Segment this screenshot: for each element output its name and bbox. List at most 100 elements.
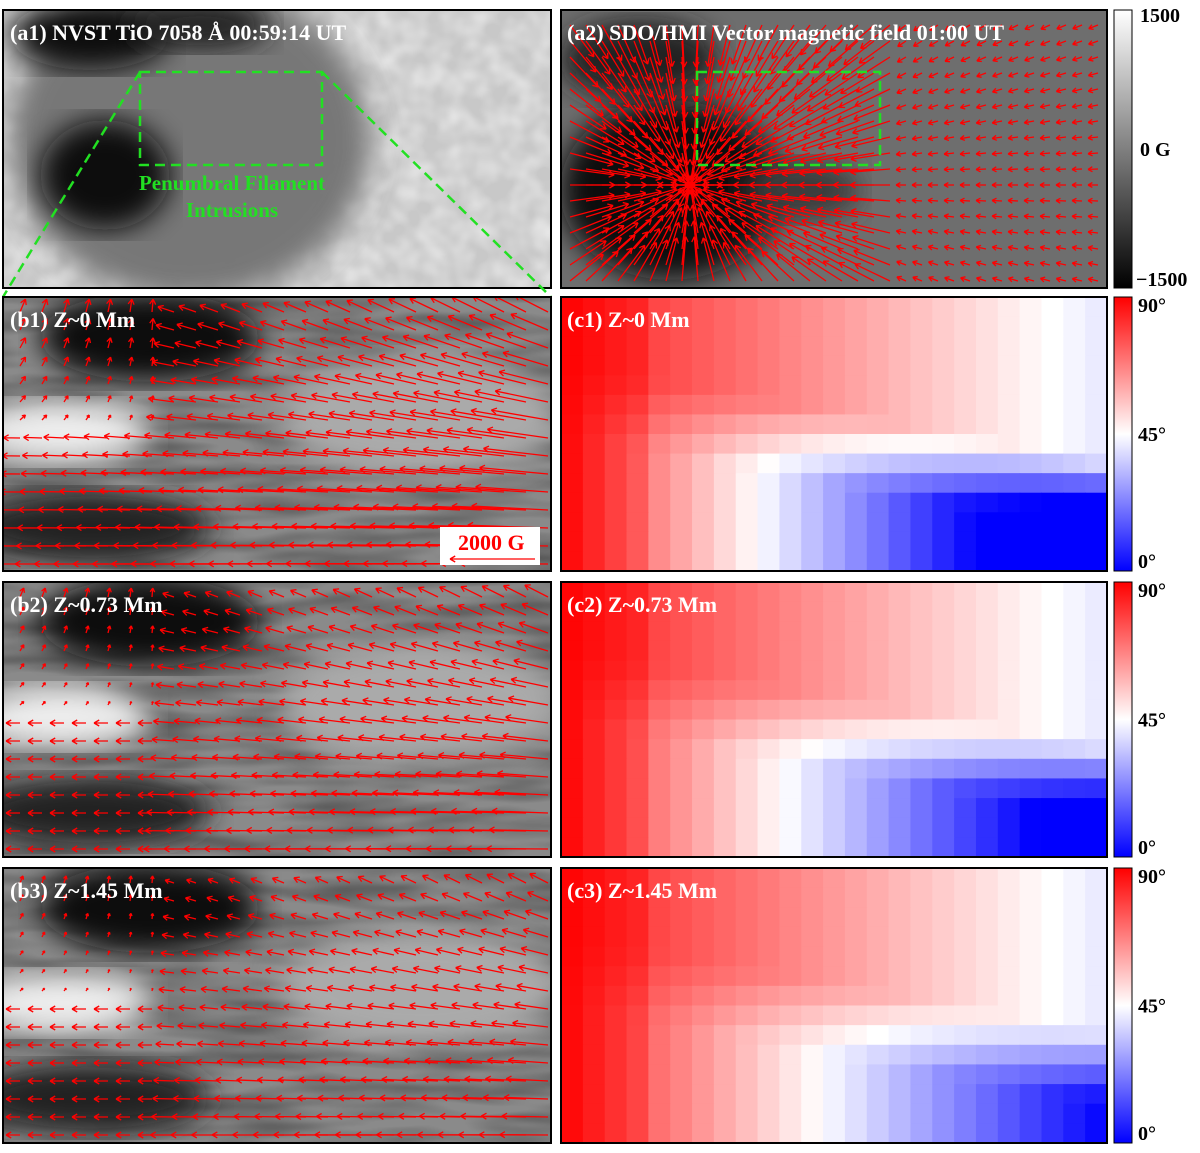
angle-cell xyxy=(713,758,737,780)
angle-cell xyxy=(692,1064,715,1085)
vector-arrow xyxy=(290,789,329,798)
angle-cell xyxy=(713,1123,737,1144)
vector-arrow xyxy=(209,394,241,403)
angle-cell xyxy=(692,739,715,760)
vector-arrow xyxy=(349,624,373,634)
vector-arrow xyxy=(375,372,417,385)
vector-arrow xyxy=(472,1001,505,1010)
angle-cell xyxy=(932,336,955,357)
angle-cell xyxy=(692,551,715,572)
vector-arrow xyxy=(127,318,135,331)
angle-cell xyxy=(692,531,715,553)
angle-cell xyxy=(779,680,802,701)
angle-cell xyxy=(1041,640,1064,662)
angle-cell xyxy=(844,966,868,987)
vector-arrow xyxy=(633,227,661,266)
vector-arrow xyxy=(1088,55,1099,62)
angle-cell xyxy=(1063,414,1086,435)
angle-cell xyxy=(954,621,977,642)
vector-arrow xyxy=(439,910,461,920)
vector-arrow xyxy=(1023,166,1035,173)
angle-cell xyxy=(626,719,649,740)
vector-arrow xyxy=(370,966,395,974)
angle-cell xyxy=(582,1084,606,1105)
vector-arrow xyxy=(912,88,923,95)
angle-cell xyxy=(888,336,912,357)
vector-arrow xyxy=(333,771,373,779)
vector-arrow xyxy=(251,771,285,779)
vector-arrow xyxy=(633,40,651,82)
angle-cell xyxy=(844,1044,868,1066)
angle-cell xyxy=(561,492,584,513)
vector-arrow xyxy=(129,682,133,688)
vector-arrow xyxy=(226,590,241,598)
vector-arrow xyxy=(507,1056,549,1065)
vector-arrow xyxy=(336,485,395,493)
vector-arrow xyxy=(911,228,923,235)
angle-cell xyxy=(997,926,1021,948)
vector-arrow xyxy=(277,716,307,724)
vector-arrow xyxy=(243,967,263,975)
angle-cell xyxy=(779,907,802,928)
vector-arrow xyxy=(786,229,827,250)
angle-cell xyxy=(1041,453,1064,474)
angle-cell xyxy=(1063,492,1086,513)
angle-cell xyxy=(561,582,584,603)
vector-arrow xyxy=(115,809,130,817)
angle-cell xyxy=(1085,394,1108,416)
vector-arrow xyxy=(85,681,90,688)
angle-cell xyxy=(844,394,868,416)
vector-arrow xyxy=(799,193,843,202)
vector-arrow xyxy=(382,446,439,457)
angle-cell xyxy=(997,582,1021,603)
vector-arrow xyxy=(649,40,664,83)
vector-arrow xyxy=(155,1040,175,1048)
angle-cell xyxy=(561,375,584,396)
vector-arrow xyxy=(959,197,971,204)
vector-arrow xyxy=(116,505,153,513)
vector-arrow xyxy=(1055,118,1067,126)
vector-arrow xyxy=(817,136,859,151)
vector-arrow xyxy=(71,1113,86,1121)
angle-cell xyxy=(692,1005,715,1026)
angle-cell xyxy=(975,1044,999,1066)
vector-arrow xyxy=(601,247,633,282)
vector-arrow xyxy=(437,928,461,938)
vector-arrow xyxy=(27,755,42,763)
angle-cell xyxy=(888,778,912,799)
vector-arrow xyxy=(122,450,153,458)
angle-cell xyxy=(1041,817,1064,838)
vector-arrow xyxy=(27,773,42,781)
angle-cell xyxy=(561,699,584,721)
angle-cell xyxy=(604,1103,628,1124)
vector-arrow xyxy=(84,337,92,349)
vector-arrow xyxy=(478,369,527,385)
angle-cell xyxy=(823,492,846,513)
vector-arrow xyxy=(457,370,505,385)
angle-cell xyxy=(713,551,737,572)
angle-cell xyxy=(779,739,802,760)
vector-arrow xyxy=(158,645,175,653)
angle-cell xyxy=(713,297,737,318)
angle-cell xyxy=(670,1103,693,1124)
vector-arrow xyxy=(71,845,86,853)
vector-arrow xyxy=(992,40,1003,47)
angle-cell xyxy=(561,453,584,474)
angle-cell xyxy=(932,492,955,513)
angle-cell xyxy=(844,1123,868,1144)
angle-cell xyxy=(932,868,955,889)
angle-cell xyxy=(1041,394,1064,416)
vector-arrow xyxy=(106,894,112,902)
vector-arrow xyxy=(422,446,483,457)
vector-arrow xyxy=(402,446,461,457)
angle-cell xyxy=(692,868,715,889)
vector-arrow xyxy=(395,929,417,938)
vector-arrow xyxy=(164,431,197,439)
vector-arrow xyxy=(93,827,108,835)
vector-arrow xyxy=(229,790,263,798)
vector-arrow xyxy=(319,1076,351,1084)
angle-cell xyxy=(582,778,606,799)
vector-arrow xyxy=(314,373,351,385)
vector-arrow xyxy=(268,589,285,598)
angle-cell xyxy=(888,985,912,1007)
